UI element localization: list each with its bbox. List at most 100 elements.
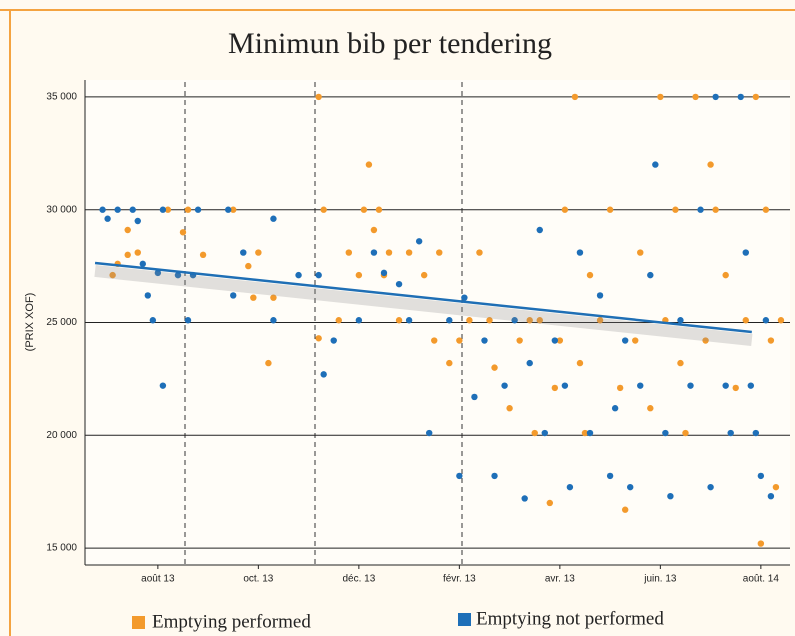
- point: [124, 226, 131, 234]
- point: [109, 271, 116, 279]
- point: [501, 382, 508, 389]
- point: [446, 359, 453, 367]
- chart-title: Minimun bib per tendering: [228, 27, 552, 60]
- point: [742, 317, 749, 324]
- point: [104, 215, 111, 222]
- point: [149, 317, 157, 324]
- point: [521, 495, 528, 502]
- point: [370, 226, 378, 234]
- point: [456, 472, 463, 480]
- point: [677, 317, 684, 324]
- point: [647, 405, 654, 412]
- point: [164, 206, 172, 213]
- point: [707, 483, 714, 491]
- point: [682, 429, 689, 437]
- point: [551, 384, 559, 392]
- point: [747, 382, 755, 389]
- y-axis-label: (PRIX XOF): [24, 293, 36, 352]
- point: [606, 206, 614, 213]
- point: [134, 217, 141, 225]
- point: [174, 271, 182, 279]
- point: [727, 429, 734, 437]
- point: [320, 371, 327, 378]
- point: [757, 472, 765, 480]
- point: [179, 229, 187, 236]
- point: [270, 215, 277, 222]
- point: [315, 93, 322, 101]
- point: [531, 429, 538, 437]
- x-tick-label: févr. 13: [443, 574, 476, 585]
- point: [199, 251, 207, 259]
- point: [405, 249, 413, 256]
- point: [320, 206, 327, 213]
- point: [240, 249, 247, 256]
- point: [762, 206, 770, 213]
- point: [687, 382, 694, 389]
- point: [335, 317, 342, 324]
- point: [722, 382, 729, 389]
- point: [315, 271, 322, 279]
- point: [255, 249, 262, 256]
- point: [657, 93, 664, 101]
- point: [662, 429, 669, 437]
- point: [576, 359, 584, 367]
- point: [712, 93, 719, 101]
- point: [225, 206, 232, 213]
- point: [426, 429, 433, 437]
- point: [154, 269, 162, 277]
- point: [481, 337, 488, 344]
- point: [184, 317, 192, 324]
- point: [576, 249, 584, 256]
- point: [606, 472, 614, 480]
- point: [476, 249, 483, 256]
- legend-swatch: [132, 616, 145, 629]
- point: [230, 292, 237, 299]
- point: [365, 161, 373, 168]
- point: [707, 161, 714, 168]
- point: [355, 271, 363, 279]
- point: [184, 206, 192, 213]
- point: [415, 238, 423, 245]
- point: [506, 405, 513, 412]
- point: [772, 483, 780, 491]
- point: [395, 280, 403, 288]
- point: [370, 249, 378, 256]
- point: [762, 317, 770, 324]
- point: [139, 260, 146, 268]
- point: [752, 93, 760, 101]
- point: [159, 206, 167, 213]
- point: [99, 206, 106, 213]
- x-tick-label: avr. 13: [545, 574, 575, 585]
- y-tick-label: 30 000: [46, 204, 77, 215]
- point: [526, 359, 533, 367]
- point: [250, 294, 257, 301]
- trend-line: [94, 261, 752, 334]
- series: [99, 93, 775, 502]
- x-tick-label: oct. 13: [243, 574, 273, 585]
- x-tick-label: déc. 13: [342, 574, 375, 585]
- legend-swatch: [458, 613, 471, 626]
- point: [295, 271, 302, 279]
- point: [737, 93, 744, 101]
- point: [486, 317, 493, 324]
- point: [621, 337, 629, 344]
- point: [561, 382, 569, 389]
- series: [109, 93, 785, 547]
- point: [677, 359, 684, 367]
- point: [436, 249, 443, 256]
- y-tick-label: 15 000: [46, 543, 77, 554]
- point: [375, 206, 383, 213]
- point: [742, 249, 749, 256]
- point: [270, 317, 277, 324]
- x-tick-label: août. 14: [743, 574, 780, 585]
- point: [456, 337, 463, 344]
- trend-shadow: [94, 264, 753, 346]
- legend-label: Emptying performed: [152, 611, 311, 632]
- point: [546, 499, 554, 507]
- point: [134, 249, 141, 256]
- point: [611, 405, 619, 412]
- point: [526, 317, 533, 324]
- point: [652, 161, 659, 168]
- x-tick-label: juin. 13: [643, 574, 677, 585]
- point: [466, 317, 473, 324]
